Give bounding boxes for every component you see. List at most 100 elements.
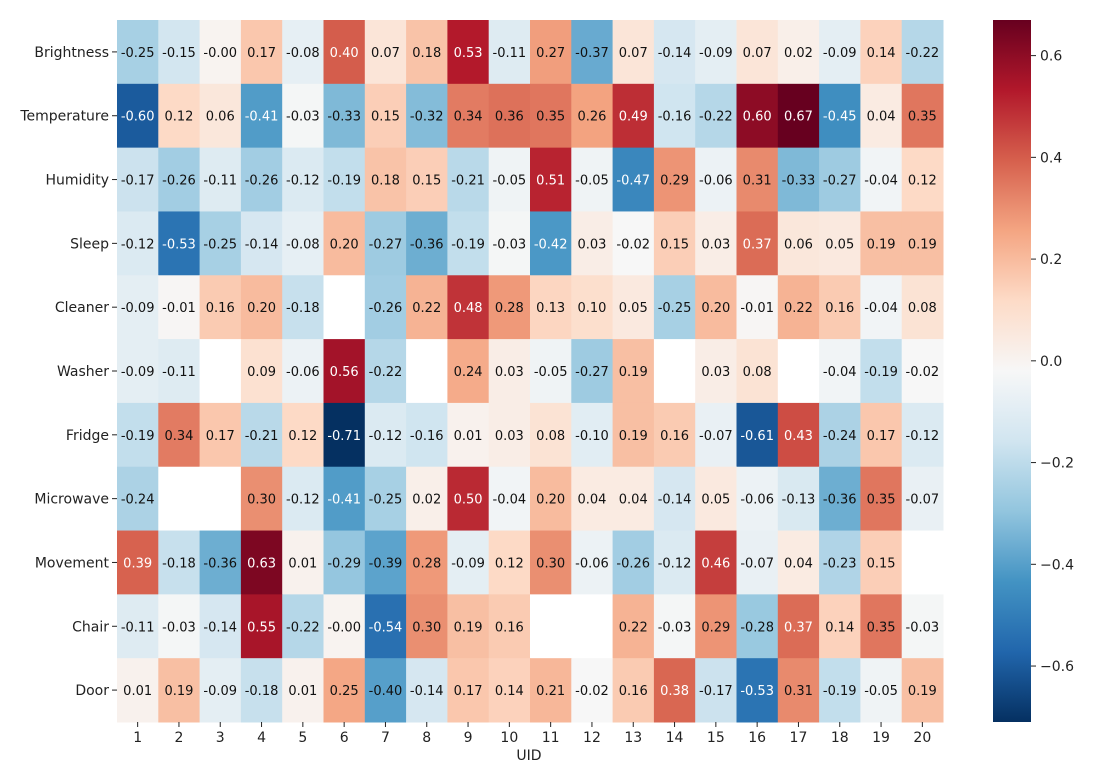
x-tick-label: 4 <box>257 730 266 746</box>
cell-value-label: -0.04 <box>864 301 898 316</box>
heatmap-cell <box>406 530 448 595</box>
heatmap-cell <box>406 402 448 468</box>
x-tick-label: 20 <box>913 730 931 746</box>
heatmap-cell <box>571 530 614 595</box>
cell-value-label: 0.51 <box>536 174 565 189</box>
cell-value-label: 0.67 <box>784 110 813 125</box>
y-tick-label: Microwave <box>34 492 109 508</box>
cell-value-label: 0.19 <box>164 684 193 699</box>
heatmap-cell <box>695 211 737 276</box>
heatmap-cell <box>653 147 696 212</box>
heatmap-cell <box>777 83 820 149</box>
heatmap-cell <box>901 83 944 149</box>
cell-value-label: -0.09 <box>451 556 485 571</box>
heatmap-cell-empty <box>653 339 696 404</box>
heatmap-cell <box>199 594 242 659</box>
cell-value-label: 0.13 <box>536 301 565 316</box>
y-tick-label: Temperature <box>19 109 109 125</box>
heatmap-cell <box>612 402 655 468</box>
heatmap-cell <box>653 83 696 149</box>
heatmap-cell <box>158 530 201 595</box>
heatmap-cell <box>364 147 407 212</box>
heatmap-cell <box>695 339 737 404</box>
heatmap-cell <box>819 530 861 595</box>
heatmap-cell <box>571 339 614 404</box>
x-tick-label: 1 <box>133 730 142 746</box>
heatmap-cell <box>240 339 283 404</box>
heatmap-cell <box>653 530 696 595</box>
heatmap-cell <box>901 594 944 659</box>
cell-value-label: -0.09 <box>121 365 155 380</box>
y-tick-label: Movement <box>35 555 110 571</box>
cell-value-label: 0.22 <box>619 620 648 635</box>
cell-value-label: -0.08 <box>286 46 320 61</box>
cell-value-label: 0.03 <box>495 429 524 444</box>
heatmap-cell-empty <box>530 594 572 659</box>
heatmap-cell <box>530 530 572 595</box>
cell-value-label: 0.12 <box>495 556 524 571</box>
heatmap-cell <box>158 594 201 659</box>
heatmap-cell <box>447 83 490 149</box>
heatmap-cell <box>488 530 531 595</box>
x-axis-title: UID <box>516 748 541 764</box>
cell-value-label: -0.05 <box>864 684 898 699</box>
cell-value-label: -0.27 <box>575 365 609 380</box>
heatmap-cells: -0.25 -0.15 -0.00 0.17 -0.08 0.40 0.07 0.18 0.53… <box>117 20 944 723</box>
heatmap-cell <box>406 658 448 723</box>
heatmap-cell <box>158 339 201 404</box>
heatmap-cell <box>901 339 944 404</box>
cell-value-label: 0.15 <box>371 110 400 125</box>
cell-value-label: -0.19 <box>823 684 857 699</box>
heatmap-cell <box>530 83 572 149</box>
cell-value-label: -0.15 <box>162 46 196 61</box>
heatmap-cell <box>240 530 283 595</box>
heatmap-cell <box>860 211 903 276</box>
cell-value-label: -0.12 <box>286 493 320 508</box>
cell-value-label: -0.04 <box>823 365 857 380</box>
cell-value-label: -0.25 <box>203 237 237 252</box>
heatmap-cell <box>901 275 944 340</box>
x-tick-label: 7 <box>381 730 390 746</box>
heatmap-cell <box>117 339 159 404</box>
cell-value-label: 0.02 <box>412 493 441 508</box>
heatmap-cell <box>736 83 779 149</box>
cell-value-label: -0.18 <box>162 556 196 571</box>
cell-value-label: 0.43 <box>784 429 813 444</box>
cell-value-label: 0.18 <box>412 46 441 61</box>
x-tick-label: 8 <box>422 730 431 746</box>
heatmap-cell <box>282 530 324 595</box>
heatmap-cell <box>282 339 324 404</box>
cell-value-label: 0.29 <box>660 174 689 189</box>
heatmap-cell <box>777 147 820 212</box>
cell-value-label: 0.02 <box>784 46 813 61</box>
heatmap-cell-empty <box>158 466 201 532</box>
heatmap-cell <box>447 275 490 340</box>
heatmap-cell <box>901 147 944 212</box>
heatmap-cell <box>488 211 531 276</box>
heatmap-cell <box>282 83 324 149</box>
heatmap-cell <box>695 594 737 659</box>
x-tick-label: 16 <box>748 730 766 746</box>
cell-value-label: -0.26 <box>245 174 279 189</box>
heatmap-cell <box>819 83 861 149</box>
heatmap-cell <box>158 275 201 340</box>
cell-value-label: -0.10 <box>575 429 609 444</box>
x-tick-label: 10 <box>500 730 518 746</box>
cell-value-label: -0.71 <box>327 429 361 444</box>
heatmap-cell <box>323 20 366 85</box>
heatmap-cell <box>406 147 448 212</box>
cell-value-label: 0.12 <box>288 429 317 444</box>
cell-value-label: -0.21 <box>451 174 485 189</box>
heatmap-cell <box>612 275 655 340</box>
cell-value-label: 0.07 <box>371 46 400 61</box>
cell-value-label: -0.12 <box>906 429 940 444</box>
cell-value-label: 0.08 <box>743 365 772 380</box>
cell-value-label: 0.31 <box>784 684 813 699</box>
cell-value-label: -0.27 <box>823 174 857 189</box>
heatmap-cell <box>736 339 779 404</box>
cell-value-label: 0.17 <box>867 429 896 444</box>
heatmap-cell-empty <box>571 594 614 659</box>
heatmap-cell <box>364 530 407 595</box>
cell-value-label: -0.02 <box>906 365 940 380</box>
